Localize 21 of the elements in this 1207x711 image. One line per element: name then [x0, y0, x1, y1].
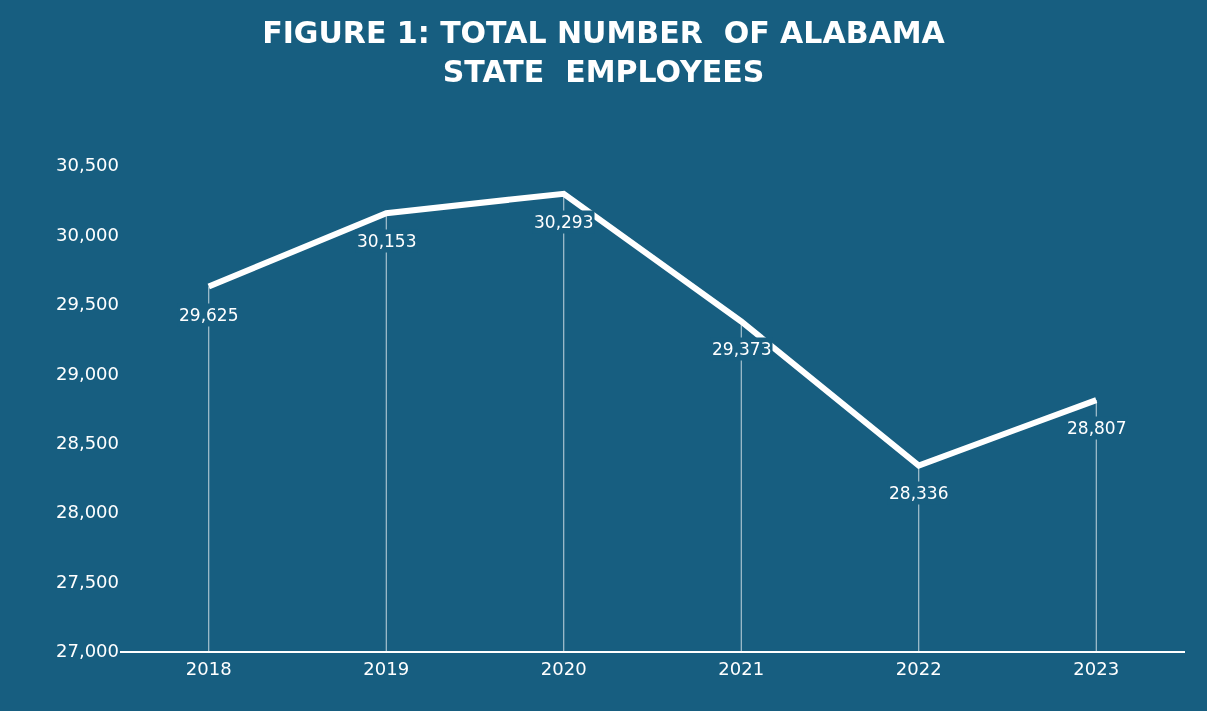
data-label: 28,336 — [889, 483, 949, 503]
y-tick-label: 27,000 — [56, 640, 119, 662]
y-tick-label: 28,500 — [56, 432, 119, 454]
chart-title: FIGURE 1: TOTAL NUMBER OF ALABAMA STATE EMPLOYEES — [262, 14, 946, 89]
data-label: 28,807 — [1067, 418, 1127, 438]
y-tick-label: 29,000 — [56, 362, 119, 384]
x-tick-label: 2023 — [1073, 657, 1120, 679]
y-tick-label: 27,500 — [56, 570, 119, 592]
data-label: 29,373 — [712, 339, 772, 359]
x-tick-label: 2020 — [540, 657, 587, 679]
y-tick-label: 28,000 — [56, 501, 119, 523]
x-tick-label: 2022 — [895, 657, 942, 679]
data-label: 30,293 — [534, 212, 594, 232]
y-tick-label: 29,500 — [56, 293, 119, 315]
data-label: 29,625 — [179, 305, 239, 325]
data-label: 30,153 — [357, 231, 417, 251]
y-tick-label: 30,000 — [56, 223, 119, 245]
x-tick-label: 2019 — [363, 657, 410, 679]
y-tick-label: 30,500 — [56, 154, 119, 176]
x-tick-label: 2021 — [718, 657, 765, 679]
x-tick-label: 2018 — [185, 657, 232, 679]
